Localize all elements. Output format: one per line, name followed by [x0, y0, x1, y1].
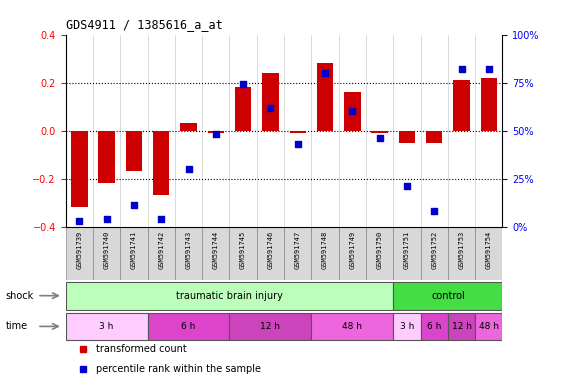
Point	[266, 104, 275, 111]
Bar	[66, 313, 147, 340]
Text: 12 h: 12 h	[260, 322, 280, 331]
Bar	[180, 123, 196, 131]
Bar	[311, 313, 393, 340]
Text: 3 h: 3 h	[99, 322, 114, 331]
Text: GSM591752: GSM591752	[431, 231, 437, 269]
Point	[293, 141, 302, 147]
Text: GSM591751: GSM591751	[404, 231, 410, 269]
Bar	[257, 227, 284, 280]
Bar	[208, 131, 224, 133]
Bar	[284, 227, 311, 280]
Point	[484, 66, 493, 72]
Bar	[126, 131, 142, 171]
Point	[320, 70, 329, 76]
Point	[102, 216, 111, 222]
Text: 12 h: 12 h	[452, 322, 472, 331]
Point	[375, 135, 384, 141]
Text: GSM591744: GSM591744	[213, 231, 219, 269]
Text: GSM591743: GSM591743	[186, 231, 191, 269]
Bar	[230, 313, 311, 340]
Bar	[366, 227, 393, 280]
Text: transformed count: transformed count	[96, 344, 187, 354]
Bar	[147, 227, 175, 280]
Bar	[393, 282, 502, 310]
Text: time: time	[6, 321, 28, 331]
Point	[429, 208, 439, 214]
Text: GSM591739: GSM591739	[77, 231, 82, 269]
Bar	[371, 131, 388, 133]
Point	[457, 66, 466, 72]
Text: 6 h: 6 h	[182, 322, 196, 331]
Bar	[93, 227, 120, 280]
Text: 48 h: 48 h	[479, 322, 499, 331]
Bar	[66, 282, 393, 310]
Text: 6 h: 6 h	[427, 322, 441, 331]
Bar	[153, 131, 170, 195]
Text: 48 h: 48 h	[343, 322, 363, 331]
Point	[184, 166, 193, 172]
Point	[348, 108, 357, 114]
Bar	[339, 227, 366, 280]
Bar	[393, 313, 421, 340]
Text: GSM591746: GSM591746	[267, 231, 274, 269]
Text: traumatic brain injury: traumatic brain injury	[176, 291, 283, 301]
Point	[239, 81, 248, 88]
Bar	[235, 87, 251, 131]
Text: GSM591745: GSM591745	[240, 231, 246, 269]
Bar	[448, 313, 475, 340]
Text: GSM591747: GSM591747	[295, 231, 301, 269]
Bar	[120, 227, 147, 280]
Bar	[289, 131, 306, 133]
Text: GSM591749: GSM591749	[349, 231, 355, 269]
Point	[156, 216, 166, 222]
Text: GDS4911 / 1385616_a_at: GDS4911 / 1385616_a_at	[66, 18, 223, 31]
Text: shock: shock	[6, 291, 34, 301]
Text: 3 h: 3 h	[400, 322, 414, 331]
Bar	[399, 131, 415, 142]
Bar	[262, 73, 279, 131]
Bar	[426, 131, 443, 142]
Bar	[475, 313, 502, 340]
Bar	[344, 92, 360, 131]
Text: GSM591754: GSM591754	[486, 231, 492, 269]
Point	[130, 202, 139, 209]
Bar	[147, 313, 230, 340]
Bar	[175, 227, 202, 280]
Text: GSM591753: GSM591753	[459, 231, 465, 269]
Text: GSM591748: GSM591748	[322, 231, 328, 269]
Bar	[421, 227, 448, 280]
Bar	[453, 80, 470, 131]
Text: GSM591740: GSM591740	[103, 231, 110, 269]
Text: percentile rank within the sample: percentile rank within the sample	[96, 364, 262, 374]
Bar	[421, 313, 448, 340]
Text: GSM591750: GSM591750	[377, 231, 383, 269]
Bar	[317, 63, 333, 131]
Text: GSM591742: GSM591742	[158, 231, 164, 269]
Point	[75, 218, 84, 224]
Bar	[448, 227, 475, 280]
Bar	[230, 227, 257, 280]
Bar	[393, 227, 421, 280]
Point	[403, 183, 412, 189]
Bar	[66, 227, 93, 280]
Point	[211, 131, 220, 137]
Text: GSM591741: GSM591741	[131, 231, 137, 269]
Bar	[98, 131, 115, 184]
Bar	[311, 227, 339, 280]
Bar	[71, 131, 87, 207]
Bar	[475, 227, 502, 280]
Bar	[202, 227, 230, 280]
Bar	[481, 78, 497, 131]
Text: control: control	[431, 291, 465, 301]
